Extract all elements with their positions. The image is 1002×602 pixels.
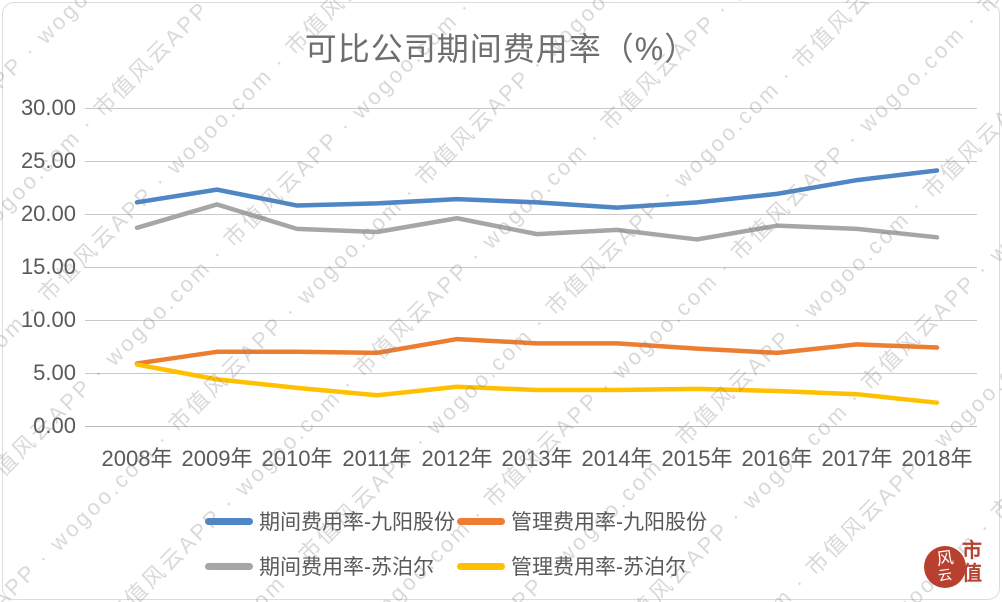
chart-title: 可比公司期间费用率（%） (304, 31, 698, 67)
x-tick-label: 2008年 (101, 446, 173, 471)
x-tick-label: 2014年 (581, 446, 653, 471)
legend-label: 管理费用率-苏泊尔 (511, 556, 686, 579)
legend-item-期间费用率-苏泊尔: 期间费用率-苏泊尔 (205, 551, 448, 581)
legend-row-2: 期间费用率-苏泊尔 管理费用率-苏泊尔 (205, 551, 700, 581)
series-line-管理费用率-苏泊尔 (134, 362, 940, 405)
legend-swatch-icon (457, 562, 505, 570)
legend-label: 期间费用率-苏泊尔 (259, 556, 434, 579)
x-tick-label: 2017年 (821, 446, 893, 471)
x-tick-label: 2015年 (661, 446, 733, 471)
brand-logo: 风 云 市 值 (924, 538, 990, 596)
x-tick-label: 2018年 (901, 446, 973, 471)
gridline-0 (85, 426, 977, 427)
series-line-期间费用率-九阳股份 (134, 168, 940, 210)
legend-item-期间费用率-九阳股份: 期间费用率-九阳股份 (205, 506, 455, 536)
x-tick-label: 2016年 (741, 446, 813, 471)
legend-label: 管理费用率-九阳股份 (511, 511, 707, 534)
x-tick-label: 2013年 (501, 446, 573, 471)
y-tick-label: 25.00 (20, 148, 76, 173)
y-tick-label: 15.00 (20, 254, 76, 279)
series-line-期间费用率-苏泊尔 (134, 202, 940, 242)
legend-item-管理费用率-苏泊尔: 管理费用率-苏泊尔 (457, 551, 700, 581)
gridline-15 (85, 267, 977, 268)
x-tick-label: 2011年 (342, 446, 412, 471)
y-tick-label: 0.00 (33, 413, 76, 438)
legend-swatch-icon (457, 517, 505, 525)
legend-item-管理费用率-九阳股份: 管理费用率-九阳股份 (457, 506, 707, 536)
y-tick-label: 30.00 (20, 95, 76, 120)
legend-swatch-icon (205, 517, 253, 525)
brand-side-top: 市 (962, 540, 982, 562)
gridline-25 (85, 161, 977, 162)
legend-row-1: 期间费用率-九阳股份 管理费用率-九阳股份 (205, 506, 707, 536)
gridline-5 (85, 373, 977, 374)
gridline-20 (85, 214, 977, 215)
gridline-10 (85, 320, 977, 321)
y-tick-label: 20.00 (20, 201, 76, 226)
x-tick-label: 2012年 (421, 446, 493, 471)
x-tick-label: 2010年 (261, 446, 333, 471)
y-tick-label: 10.00 (20, 307, 76, 332)
legend-label: 期间费用率-九阳股份 (259, 511, 455, 534)
gridline-30 (85, 108, 977, 109)
series-line-管理费用率-九阳股份 (134, 336, 940, 366)
brand-side-bottom: 值 (962, 563, 982, 585)
x-tick-label: 2009年 (181, 446, 253, 471)
brand-side-text: 市 值 (962, 540, 982, 586)
y-tick-label: 5.00 (33, 360, 76, 385)
plot-area (134, 168, 940, 405)
brand-seal-icon: 风 云 (924, 546, 966, 588)
legend-swatch-icon (205, 562, 253, 570)
